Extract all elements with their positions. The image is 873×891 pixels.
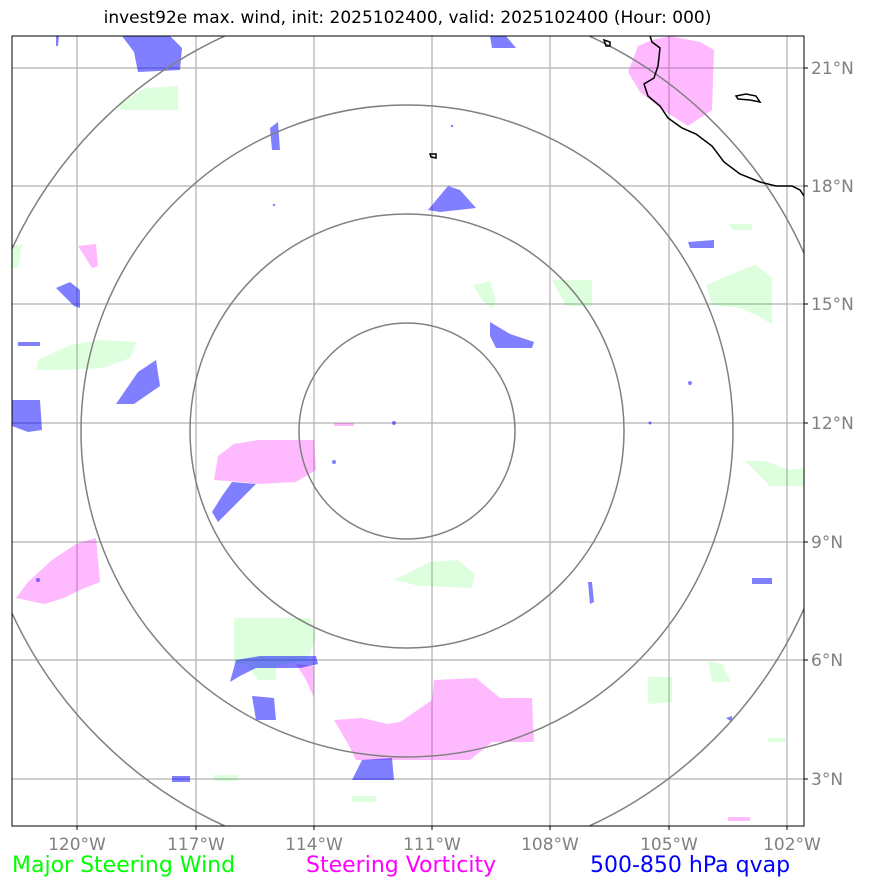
- longitude-labels: 120°W 117°W 114°W 111°W 108°W 105°W 102°…: [48, 835, 821, 855]
- qvap-patch: [122, 36, 182, 72]
- range-rings: [12, 36, 804, 826]
- qvap-patch: [230, 656, 318, 682]
- legend-qvap: 500-850 hPa qvap: [590, 853, 791, 878]
- qvap-patch: [352, 758, 394, 780]
- qvap-patch: [56, 282, 80, 308]
- steering-vorticity-areas: [16, 36, 750, 821]
- qvap-patch: [116, 360, 160, 404]
- plot-frame: [11, 35, 805, 827]
- qvap-dot: [648, 421, 652, 425]
- lat-label: 3°N: [811, 770, 843, 790]
- coastline: [428, 36, 804, 197]
- qvap-areas: [12, 36, 772, 782]
- graticule: [12, 36, 804, 826]
- mexico-coastline: [643, 36, 804, 197]
- vorticity-patch: [16, 538, 100, 604]
- qvap-patch: [18, 342, 40, 346]
- map-title: invest92e max. wind, init: 2025102400, v…: [103, 8, 712, 28]
- qvap-patch: [752, 578, 772, 584]
- legend-steering-vorticity: Steering Vorticity: [306, 853, 497, 878]
- vorticity-patch: [214, 440, 316, 484]
- tick-marks: [76, 67, 808, 830]
- latitude-labels: 21°N 18°N 15°N 12°N 9°N 6°N 3°N: [811, 59, 854, 790]
- qvap-patch: [588, 582, 594, 604]
- wind-patch: [36, 340, 137, 370]
- lat-label: 12°N: [811, 414, 854, 434]
- lat-label: 6°N: [811, 651, 843, 671]
- vorticity-patch: [334, 678, 534, 760]
- wind-patch: [706, 265, 772, 324]
- range-ring-2: [189, 213, 625, 649]
- wind-patch: [768, 738, 786, 742]
- qvap-patch: [212, 482, 256, 522]
- qvap-patch: [490, 36, 516, 48]
- lon-label: 114°W: [285, 835, 343, 855]
- qvap-patch: [688, 240, 714, 248]
- qvap-dot: [272, 203, 276, 207]
- qvap-dot: [36, 578, 40, 582]
- wind-patch: [394, 560, 475, 588]
- lon-label: 117°W: [167, 835, 225, 855]
- vorticity-patch: [628, 36, 714, 126]
- lon-label: 111°W: [403, 835, 461, 855]
- qvap-patch: [270, 122, 280, 150]
- lon-label: 105°W: [640, 835, 698, 855]
- wind-patch: [473, 281, 496, 309]
- range-ring-1: [298, 322, 516, 540]
- vorticity-patch: [728, 817, 750, 821]
- qvap-patch: [726, 716, 732, 722]
- wind-patch: [708, 661, 731, 682]
- wind-patch: [552, 280, 592, 306]
- steering-wind-areas: [12, 86, 804, 802]
- lon-label: 102°W: [763, 835, 821, 855]
- qvap-dot: [392, 421, 396, 425]
- vorticity-patch: [78, 244, 98, 268]
- wind-patch: [745, 461, 804, 486]
- lat-label: 9°N: [811, 533, 843, 553]
- lat-label: 15°N: [811, 295, 854, 315]
- lon-label: 108°W: [521, 835, 579, 855]
- lat-label: 18°N: [811, 177, 854, 197]
- qvap-patch: [490, 322, 534, 348]
- isla-socorro: [428, 153, 437, 159]
- wind-patch: [120, 86, 178, 110]
- lat-label: 21°N: [811, 59, 854, 79]
- qvap-patch: [172, 776, 190, 782]
- wind-patch: [352, 796, 376, 802]
- lon-label: 120°W: [48, 835, 106, 855]
- qvap-patch: [56, 36, 59, 46]
- vorticity-patch: [334, 423, 354, 426]
- wind-patch: [648, 677, 672, 704]
- island-north: [602, 38, 611, 47]
- legend-steering-wind: Major Steering Wind: [12, 853, 236, 878]
- qvap-dot: [688, 381, 692, 385]
- vorticity-patch: [296, 664, 314, 698]
- qvap-dot: [450, 124, 454, 128]
- wind-patch: [214, 775, 238, 781]
- range-ring-3: [80, 104, 734, 758]
- qvap-patch: [252, 696, 276, 720]
- qvap-patch: [12, 400, 42, 432]
- islas-marias: [734, 93, 762, 104]
- wind-patch: [12, 245, 22, 268]
- qvap-patch: [428, 186, 476, 212]
- wind-patch: [728, 224, 752, 230]
- qvap-dot: [332, 460, 336, 464]
